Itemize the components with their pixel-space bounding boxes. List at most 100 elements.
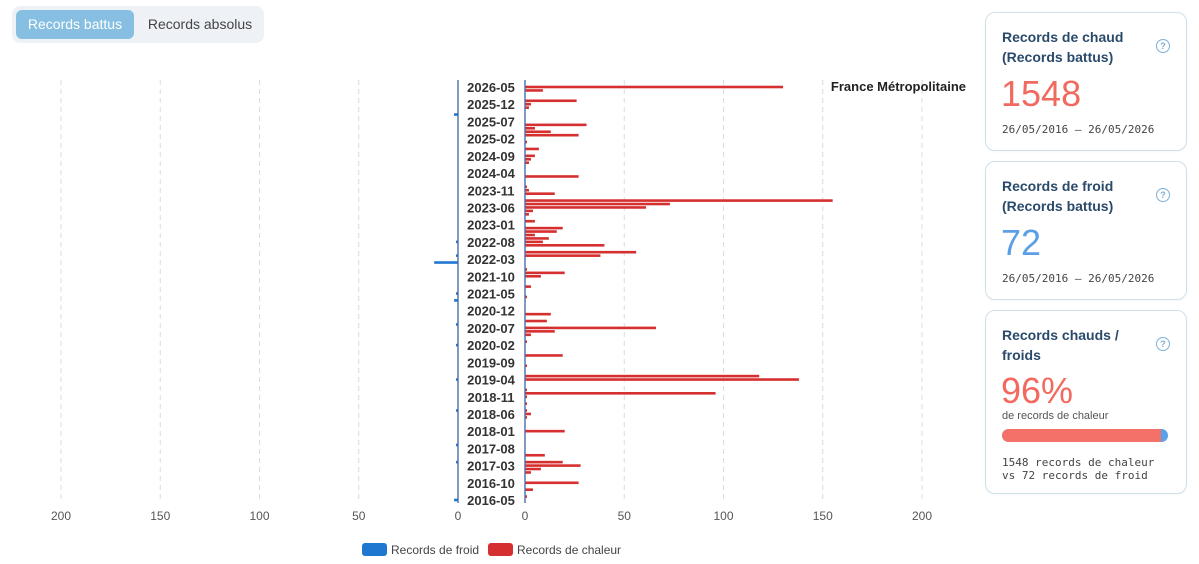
period-text: 26/05/2016 – 26/05/2026 bbox=[1002, 123, 1155, 136]
records-chart: 2026-05 2025-12 2025-07 2025-02 2024-09 2024-… bbox=[51, 79, 966, 557]
help-icon[interactable]: ? bbox=[1156, 337, 1170, 351]
chart-title: France Métropolitaine bbox=[831, 79, 966, 94]
bar-cold-2017-04 bbox=[456, 460, 458, 464]
bar-hot-2025-11 bbox=[525, 106, 529, 109]
ratio-value: 96% bbox=[1001, 370, 1074, 411]
bar-hot-2023-12 bbox=[525, 185, 527, 189]
x-tick-left-100: 100 bbox=[249, 509, 269, 523]
card-title: Records chauds / froids bbox=[1002, 327, 1119, 363]
tick-label-2018-11: 2018-11 bbox=[468, 390, 515, 405]
bar-hot-2016-10 bbox=[525, 481, 579, 485]
bar-hot-2020-11 bbox=[525, 312, 551, 316]
legend-swatch-hot bbox=[488, 543, 513, 556]
bar-hot-2026-04 bbox=[525, 89, 543, 92]
help-icon[interactable]: ? bbox=[1156, 39, 1170, 53]
bar-hot-2022-09 bbox=[525, 237, 549, 240]
bar-hot-2023-02 bbox=[525, 219, 535, 223]
x-tick-right-200: 200 bbox=[912, 509, 932, 523]
bar-hot-2021-11 bbox=[525, 271, 565, 275]
legend-label-hot: Records de chaleur bbox=[517, 543, 621, 557]
tick-label-2020-12: 2020-12 bbox=[467, 304, 515, 319]
bar-hot-2016-06 bbox=[525, 495, 527, 498]
bar-hot-2019-04 bbox=[525, 378, 799, 381]
bar-hot-2023-07 bbox=[525, 202, 670, 206]
bar-cold-2021-03 bbox=[454, 299, 458, 302]
legend-label-cold: Records de froid bbox=[391, 543, 479, 557]
bar-hot-2023-05 bbox=[525, 209, 533, 213]
tick-label-2022-08: 2022-08 bbox=[467, 235, 515, 250]
bar-hot-2023-10 bbox=[525, 192, 555, 195]
bar-hot-2018-12 bbox=[525, 392, 716, 395]
bar-hot-2020-09 bbox=[525, 319, 547, 323]
bar-hot-2017-04 bbox=[525, 460, 563, 464]
records-toggle: Records battus Records absolus bbox=[12, 6, 264, 43]
bar-hot-2018-06 bbox=[525, 412, 531, 416]
x-tick-left-150: 150 bbox=[150, 509, 170, 523]
tick-label-2021-05: 2021-05 bbox=[467, 287, 515, 302]
x-tick-right-100: 100 bbox=[713, 509, 733, 523]
bar-cold-2020-08 bbox=[456, 323, 458, 326]
tick-label-2018-06: 2018-06 bbox=[467, 407, 515, 422]
bar-hot-2023-06 bbox=[525, 206, 647, 209]
bar-hot-2023-11 bbox=[525, 188, 529, 192]
bar-hot-2019-11 bbox=[525, 354, 563, 357]
bar-cold-2022-02 bbox=[434, 261, 458, 264]
bar-hot-2016-08 bbox=[525, 488, 533, 491]
bar-cold-2018-07 bbox=[456, 409, 458, 412]
bar-hot-2020-05 bbox=[525, 333, 531, 337]
tick-label-2023-01: 2023-01 bbox=[467, 218, 515, 233]
tick-label-2023-11: 2023-11 bbox=[468, 183, 515, 198]
x-tick-left-50: 50 bbox=[352, 509, 366, 523]
bar-hot-2025-01 bbox=[525, 140, 527, 144]
tick-label-2024-04: 2024-04 bbox=[467, 166, 515, 181]
bar-hot-2017-01 bbox=[525, 471, 531, 474]
bar-cold-2016-05 bbox=[454, 498, 458, 502]
tick-label-2025-12: 2025-12 bbox=[467, 97, 515, 112]
ratio-progress-bar bbox=[1002, 429, 1168, 442]
bar-hot-2023-04 bbox=[525, 213, 529, 216]
bar-hot-2023-08 bbox=[525, 199, 833, 202]
bar-hot-2021-04 bbox=[525, 295, 527, 299]
bar-cold-2021-05 bbox=[456, 292, 458, 295]
ratio-summary: 1548 records de chaleur vs 72 records de… bbox=[1002, 456, 1154, 482]
bar-hot-2022-05 bbox=[525, 250, 637, 254]
bar-hot-2024-11 bbox=[525, 147, 539, 151]
bar-hot-2022-10 bbox=[525, 233, 535, 237]
bar-hot-2019-01 bbox=[525, 388, 527, 392]
summary-line-hot: 1548 records de chaleur bbox=[1002, 456, 1155, 469]
tab-records-battus[interactable]: Records battus bbox=[16, 10, 134, 39]
bar-hot-2020-03 bbox=[525, 340, 527, 343]
bar-hot-2025-03 bbox=[525, 133, 579, 137]
bar-hot-2025-12 bbox=[525, 102, 531, 106]
bar-cold-2025-09 bbox=[454, 113, 458, 116]
bar-hot-2019-08 bbox=[525, 364, 527, 368]
card-title: Records de froid (Records battus) bbox=[1002, 178, 1114, 214]
bar-hot-2024-03 bbox=[525, 175, 579, 178]
ratio-progress-fill bbox=[1002, 429, 1162, 442]
bar-hot-2019-05 bbox=[525, 374, 760, 378]
bar-hot-2024-08 bbox=[525, 157, 531, 161]
bar-cold-2019-04 bbox=[456, 378, 458, 381]
tick-label-2016-05: 2016-05 bbox=[467, 493, 515, 508]
tick-label-2016-10: 2016-10 bbox=[467, 476, 515, 491]
tick-label-2023-06: 2023-06 bbox=[467, 200, 515, 215]
card-hot-records: Records de chaud (Records battus) ? 1548… bbox=[985, 12, 1187, 151]
bar-hot-2018-01 bbox=[525, 429, 565, 433]
tick-label-2025-07: 2025-07 bbox=[467, 114, 515, 129]
x-tick-left-200: 200 bbox=[51, 509, 71, 523]
tick-label-2018-01: 2018-01 bbox=[467, 424, 515, 439]
bar-hot-2017-06 bbox=[525, 453, 545, 457]
tick-label-2024-09: 2024-09 bbox=[467, 149, 515, 164]
tick-label-2017-08: 2017-08 bbox=[467, 441, 515, 456]
tick-label-2026-05: 2026-05 bbox=[467, 80, 515, 95]
tick-label-2019-09: 2019-09 bbox=[467, 355, 515, 370]
tab-records-absolus[interactable]: Records absolus bbox=[147, 16, 253, 32]
x-tick-left-0: 0 bbox=[455, 509, 462, 523]
period-text: 26/05/2016 – 26/05/2026 bbox=[1002, 272, 1155, 285]
x-tick-right-0: 0 bbox=[522, 509, 529, 523]
legend-swatch-cold bbox=[362, 543, 387, 556]
bar-cold-2022-08 bbox=[456, 240, 458, 244]
tick-label-2020-07: 2020-07 bbox=[467, 321, 515, 336]
cold-records-value: 72 bbox=[1001, 222, 1042, 263]
help-icon[interactable]: ? bbox=[1156, 188, 1170, 202]
